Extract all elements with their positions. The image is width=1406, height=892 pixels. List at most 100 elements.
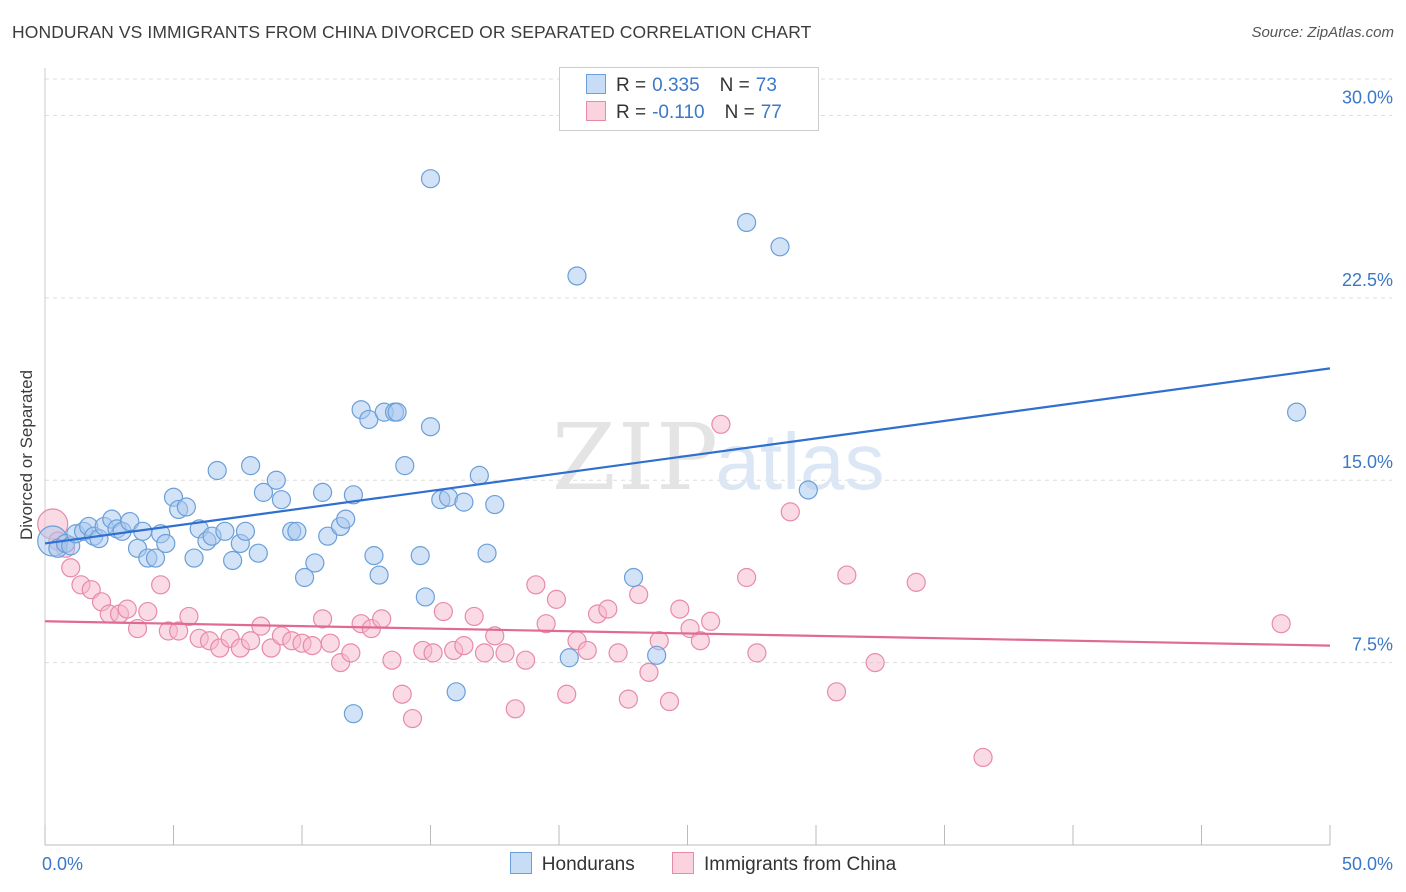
point-immigrants-from-china <box>169 621 189 641</box>
point-hondurans <box>318 526 338 546</box>
legend-row-hondurans: R = 0.335 N = 73 <box>586 74 777 100</box>
legend-r-value: -0.110 <box>652 102 705 123</box>
trend-lines <box>44 367 1331 647</box>
point-hondurans <box>336 509 356 529</box>
point-hondurans <box>420 169 441 189</box>
point-immigrants-from-china <box>701 611 721 631</box>
point-immigrants-from-china <box>495 643 515 663</box>
legend-item-hondurans: Hondurans <box>509 852 635 876</box>
legend-row-immigrants-from-china: R = -0.110 N = 77 <box>586 101 782 127</box>
gridlines <box>45 78 1392 664</box>
point-hondurans <box>770 237 790 257</box>
point-hondurans <box>145 548 166 568</box>
source-label: Source: ZipAtlas.com <box>1251 24 1394 41</box>
point-immigrants-from-china <box>608 643 628 663</box>
point-immigrants-from-china <box>780 502 800 522</box>
point-hondurans <box>343 485 363 505</box>
y-tick-label: 22.5% <box>1342 270 1393 290</box>
point-hondurans <box>287 521 307 541</box>
point-hondurans <box>248 543 268 563</box>
point-immigrants-from-china <box>1271 614 1291 634</box>
point-immigrants-from-china <box>341 643 361 663</box>
legend-swatch-pink <box>586 101 606 121</box>
point-hondurans <box>567 266 587 286</box>
point-hondurans <box>395 456 415 476</box>
point-immigrants-from-china <box>179 606 199 627</box>
point-immigrants-from-china <box>659 691 680 712</box>
point-immigrants-from-china <box>302 635 322 656</box>
legend-label-immigrants-from-china: Immigrants from China <box>704 854 897 875</box>
point-immigrants-from-china <box>138 601 158 622</box>
series-hondurans <box>37 169 1307 724</box>
point-immigrants-from-china <box>117 599 137 619</box>
point-immigrants-from-china <box>423 643 443 663</box>
y-tick-label: 30.0% <box>1342 87 1393 107</box>
point-hondurans <box>485 494 505 515</box>
point-hondurans <box>364 546 384 566</box>
point-immigrants-from-china <box>629 584 649 605</box>
trend-line-hondurans <box>44 367 1331 545</box>
point-immigrants-from-china <box>690 631 710 651</box>
legend-n-value: 73 <box>755 75 777 96</box>
x-tick-label: 0.0% <box>42 854 83 874</box>
point-hondurans <box>176 497 196 517</box>
point-hondurans <box>410 546 430 566</box>
point-immigrants-from-china <box>312 609 333 629</box>
point-hondurans <box>446 682 466 702</box>
point-hondurans <box>120 511 140 532</box>
point-hondurans <box>469 465 489 485</box>
point-hondurans <box>737 212 757 233</box>
tick-labels: 7.5% 15.0% 22.5% 30.0% 0.0% 50.0% <box>42 87 1393 874</box>
point-immigrants-from-china <box>485 626 505 646</box>
point-hondurans <box>253 482 274 502</box>
point-hondurans <box>647 645 667 665</box>
point-immigrants-from-china <box>402 708 423 729</box>
point-immigrants-from-china <box>433 601 453 622</box>
point-immigrants-from-china <box>515 650 536 670</box>
series-legend: Hondurans Immigrants from China <box>0 852 1406 876</box>
point-immigrants-from-china <box>747 643 767 663</box>
legend-swatch-pink <box>672 852 695 874</box>
legend-n-value: 77 <box>760 102 782 123</box>
legend-r-label: R = <box>616 75 647 96</box>
point-immigrants-from-china <box>526 575 546 595</box>
point-hondurans <box>454 492 474 512</box>
legend-swatch-blue <box>586 74 606 94</box>
point-immigrants-from-china <box>372 609 392 629</box>
point-hondurans <box>415 587 435 607</box>
x-tick-label: 50.0% <box>1342 854 1393 874</box>
point-hondurans <box>559 648 579 668</box>
point-hondurans <box>369 565 389 585</box>
point-immigrants-from-china <box>505 699 525 719</box>
point-immigrants-from-china <box>474 643 495 663</box>
point-immigrants-from-china <box>241 631 261 651</box>
point-hondurans <box>359 409 379 430</box>
legend-n-label: N = <box>719 75 750 96</box>
point-immigrants-from-china <box>618 689 638 709</box>
point-hondurans <box>235 521 256 541</box>
point-immigrants-from-china <box>711 414 731 434</box>
point-immigrants-from-china <box>639 662 659 682</box>
point-hondurans <box>343 704 363 724</box>
point-hondurans <box>387 402 407 422</box>
point-hondurans <box>623 567 644 588</box>
point-immigrants-from-china <box>837 565 857 585</box>
point-immigrants-from-china <box>865 653 885 673</box>
point-hondurans <box>156 533 176 554</box>
point-hondurans <box>798 480 818 500</box>
point-immigrants-from-china <box>737 567 757 588</box>
point-immigrants-from-china <box>577 640 597 661</box>
point-immigrants-from-china <box>320 633 340 653</box>
point-hondurans <box>241 456 261 476</box>
point-immigrants-from-china <box>546 589 567 609</box>
chart-title: HONDURAN VS IMMIGRANTS FROM CHINA DIVORC… <box>12 22 812 42</box>
point-immigrants-from-china <box>826 682 847 702</box>
point-immigrants-from-china <box>392 684 412 704</box>
legend-r-label: R = <box>616 102 647 123</box>
y-tick-label: 15.0% <box>1342 452 1393 472</box>
correlation-legend: R = 0.335 N = 73 R = -0.110 N = 77 <box>559 67 819 131</box>
legend-n-label: N = <box>724 102 755 123</box>
point-hondurans <box>266 470 286 490</box>
point-immigrants-from-china <box>557 684 577 704</box>
